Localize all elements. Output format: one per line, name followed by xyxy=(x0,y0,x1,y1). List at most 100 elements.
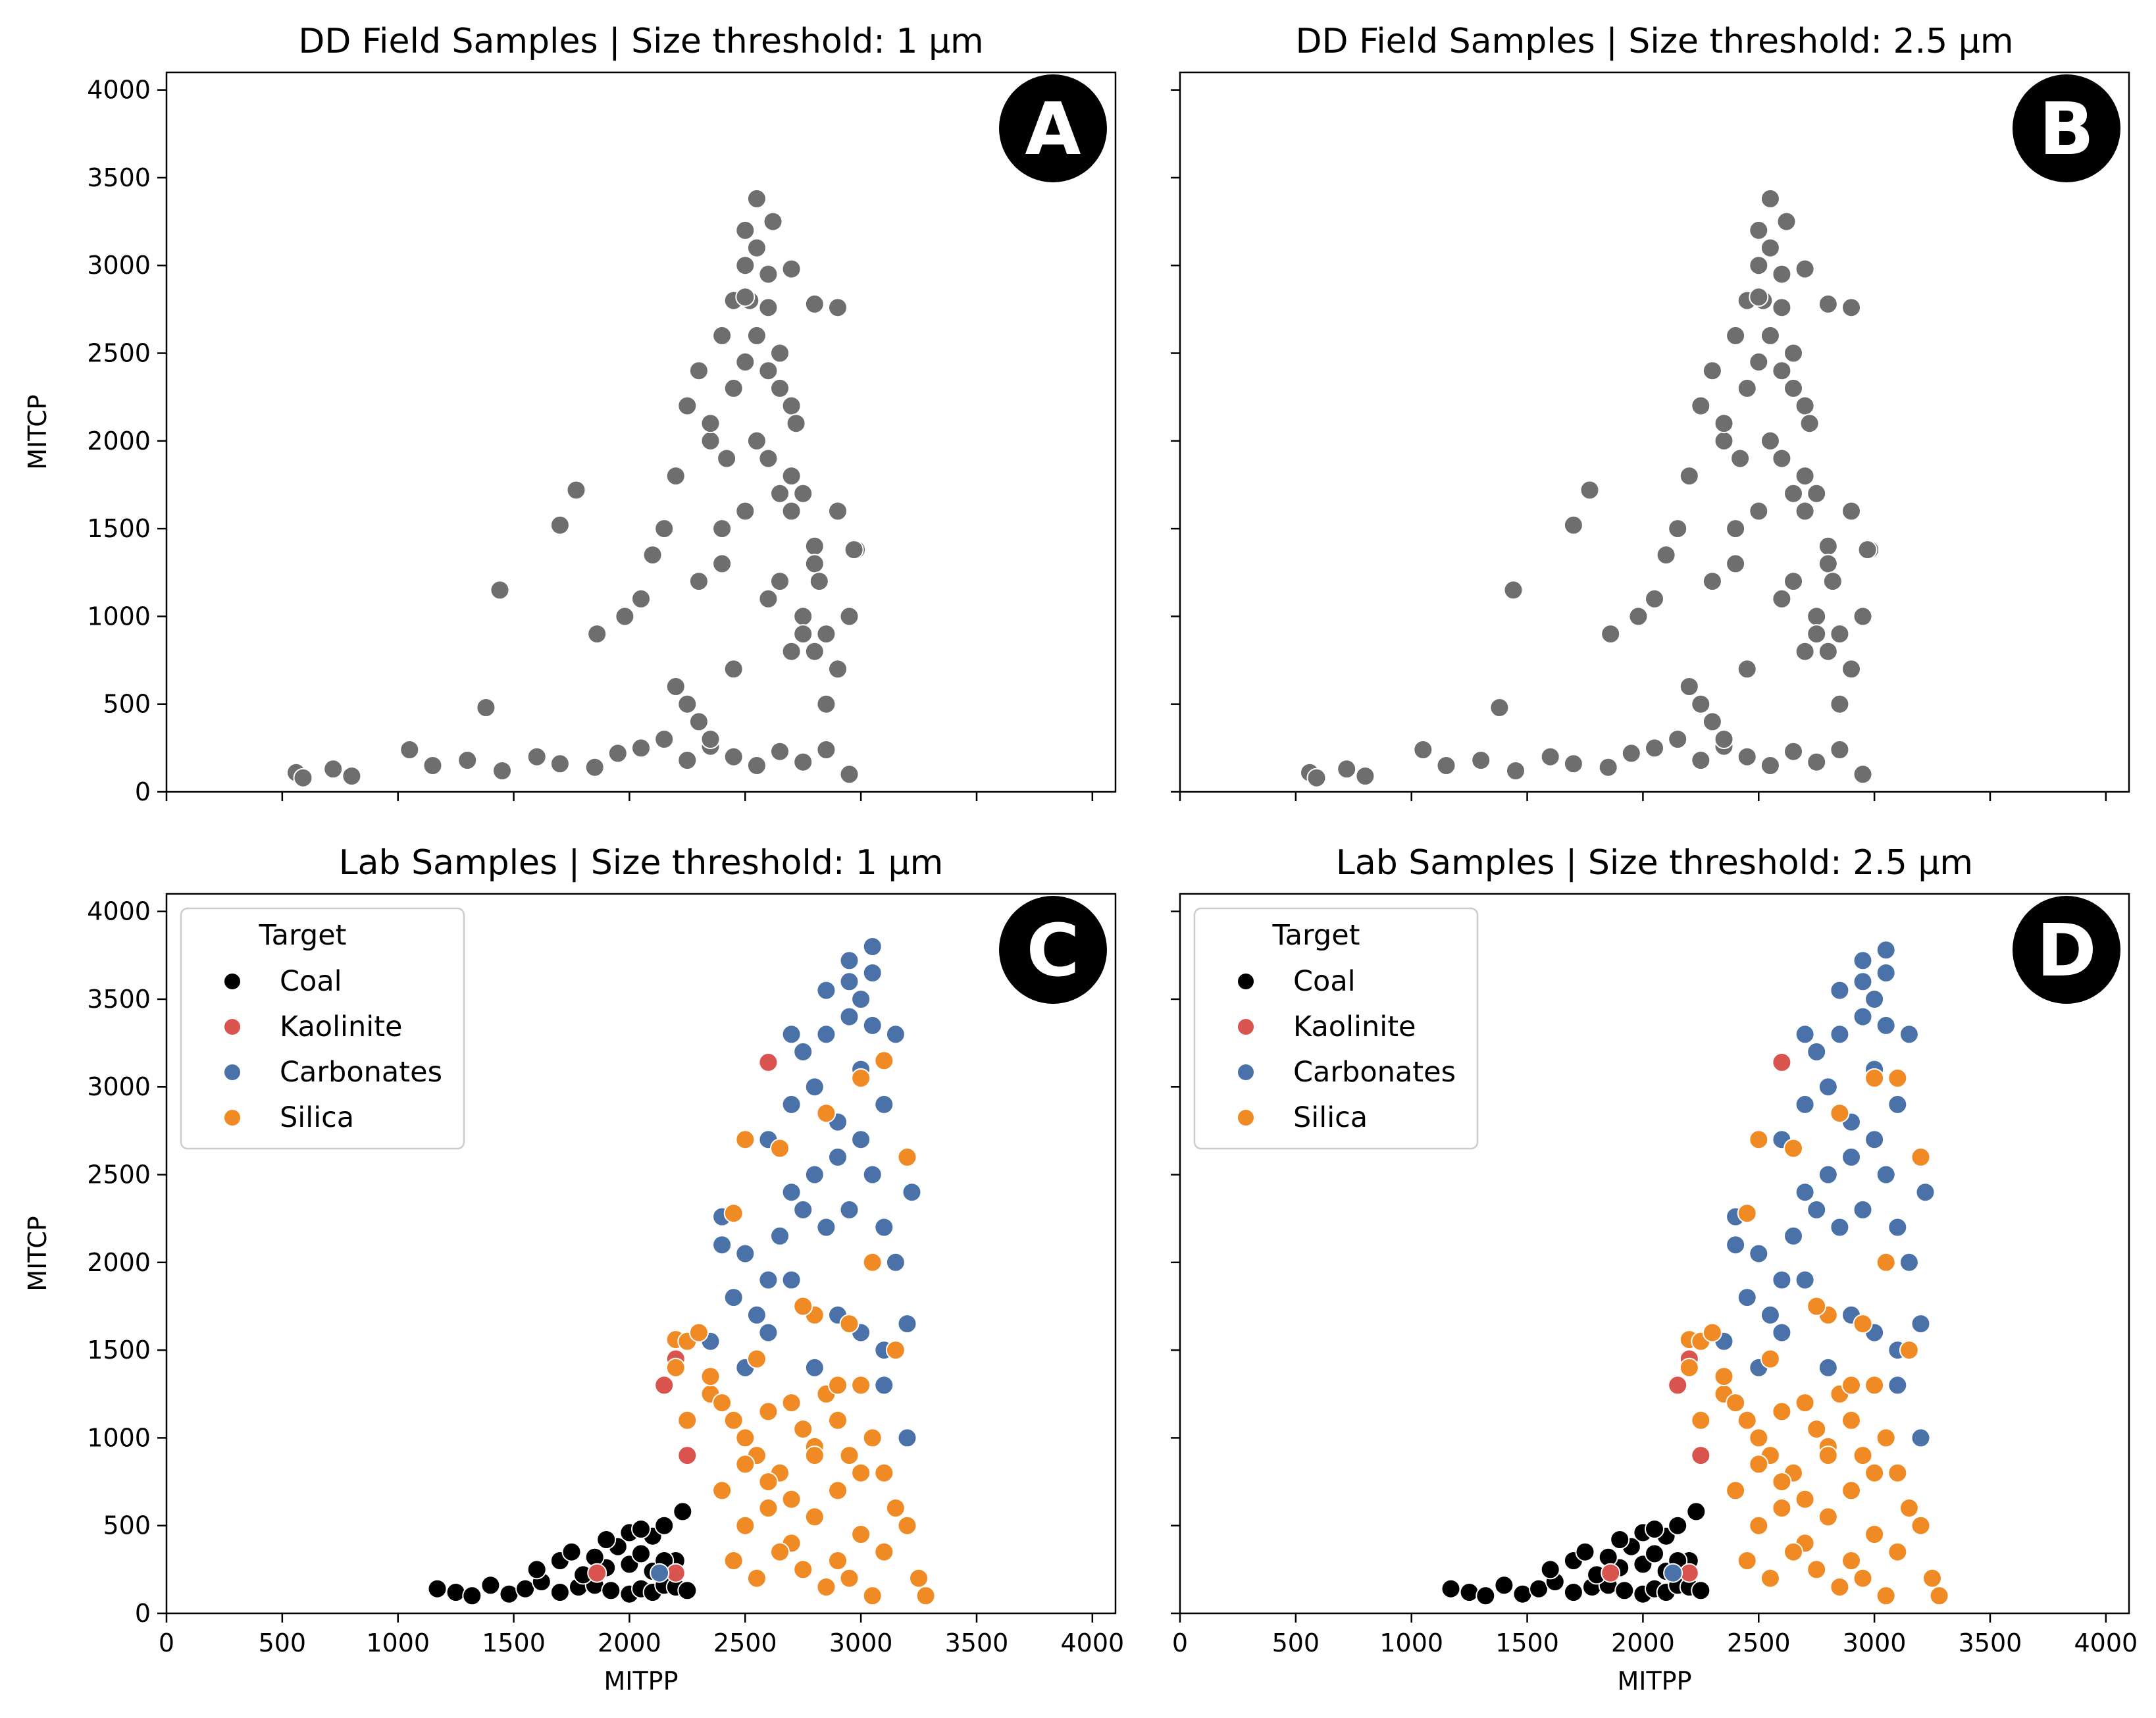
points xyxy=(1441,940,1949,1606)
point-field xyxy=(526,746,547,767)
point-field xyxy=(1691,750,1711,770)
point-field xyxy=(735,220,756,240)
point-coal xyxy=(654,1515,675,1536)
point-coal xyxy=(1645,1544,1664,1564)
point-field xyxy=(642,545,663,565)
point-carbonates xyxy=(781,1024,802,1045)
point-carbonates xyxy=(1795,1024,1815,1045)
y-tick-label: 3500 xyxy=(87,163,151,192)
point-coal xyxy=(1668,1515,1688,1536)
point-field xyxy=(1841,298,1861,318)
point-carbonates xyxy=(1818,1164,1838,1185)
point-silica xyxy=(1841,1480,1861,1501)
point-coal xyxy=(515,1578,536,1599)
legend-box xyxy=(180,907,465,1150)
point-silica xyxy=(1714,1367,1734,1387)
point-field xyxy=(1830,740,1850,760)
x-tick-label: 500 xyxy=(1272,1628,1320,1657)
point-silica xyxy=(851,1375,871,1395)
point-field xyxy=(804,536,825,556)
x-tick-label: 1500 xyxy=(482,1628,546,1657)
point-field xyxy=(677,694,698,714)
point-field xyxy=(550,515,570,535)
point-field xyxy=(723,378,744,398)
point-carbonates xyxy=(897,1428,917,1448)
x-tick-label: 1000 xyxy=(1379,1628,1443,1657)
point-field xyxy=(1760,430,1780,451)
point-silica xyxy=(758,1472,779,1492)
point-field xyxy=(816,624,836,644)
legend-title: Target xyxy=(1271,919,1360,952)
point-silica xyxy=(1864,1068,1885,1088)
point-coal xyxy=(596,1530,617,1549)
point-silica xyxy=(1749,1428,1769,1448)
point-silica xyxy=(851,1463,871,1483)
point-field xyxy=(677,750,698,770)
point-carbonates xyxy=(1807,1041,1827,1062)
point-silica xyxy=(862,1586,883,1606)
point-field xyxy=(1749,287,1769,307)
point-silica xyxy=(897,1147,917,1167)
point-carbonates xyxy=(816,1024,836,1045)
point-carbonates xyxy=(839,1006,860,1027)
point-field xyxy=(1621,743,1641,764)
point-field xyxy=(758,298,779,318)
point-coal xyxy=(1614,1580,1635,1601)
point-field xyxy=(1506,761,1526,781)
x-axis-label: MITPP xyxy=(603,1667,678,1696)
point-silica xyxy=(1841,1551,1861,1571)
point-field xyxy=(1784,483,1803,504)
point-coal xyxy=(526,1559,547,1580)
point-coal xyxy=(631,1519,651,1539)
legend: Target Coal Kaolinite Carbonates Silica xyxy=(180,907,465,1150)
point-field xyxy=(490,580,510,600)
point-silica xyxy=(1911,1147,1931,1167)
point-silica xyxy=(758,1498,779,1518)
point-field xyxy=(1760,325,1780,346)
point-field xyxy=(423,756,443,775)
point-silica xyxy=(851,1524,871,1544)
point-silica xyxy=(712,1480,732,1501)
point-field xyxy=(1737,378,1757,398)
point-field xyxy=(1784,571,1803,592)
y-tick-label: 1000 xyxy=(87,1423,151,1452)
panel-letter-badge xyxy=(2013,74,2120,182)
point-carbonates xyxy=(816,980,836,1001)
point-coal xyxy=(673,1501,693,1522)
point-silica xyxy=(1864,1524,1885,1544)
point-silica xyxy=(1841,1375,1861,1395)
point-silica xyxy=(1887,1463,1908,1483)
point-silica xyxy=(1795,1393,1815,1413)
point-silica xyxy=(1760,1349,1780,1369)
legend-box xyxy=(1193,907,1479,1150)
point-silica xyxy=(770,1138,790,1158)
point-field xyxy=(1818,536,1838,556)
point-field xyxy=(1830,694,1850,714)
point-field xyxy=(1337,759,1357,779)
x-tick-label: 2500 xyxy=(713,1628,777,1657)
point-carbonates xyxy=(862,963,883,983)
point-field xyxy=(1772,588,1792,609)
point-field xyxy=(1503,580,1524,600)
y-axis-label: MITCP xyxy=(23,1216,52,1291)
y-tick-label: 3500 xyxy=(87,985,151,1014)
point-silica xyxy=(758,1401,779,1422)
y-tick-label: 2500 xyxy=(87,339,151,368)
point-field xyxy=(1563,515,1583,535)
point-silica xyxy=(1853,1568,1873,1588)
point-carbonates xyxy=(735,1243,756,1264)
legend-marker-carbonates xyxy=(223,1063,242,1081)
point-carbonates xyxy=(1737,1288,1757,1308)
panel-letter-badge xyxy=(999,74,1107,182)
point-silica xyxy=(816,1103,836,1124)
point-field xyxy=(712,325,732,346)
point-field xyxy=(1691,694,1711,714)
point-carbonates xyxy=(781,1182,802,1203)
point-silica xyxy=(735,1130,756,1150)
point-field xyxy=(839,606,860,627)
point-field xyxy=(781,396,802,416)
point-field xyxy=(1795,466,1815,486)
point-silica xyxy=(804,1445,825,1466)
point-silica xyxy=(1876,1428,1896,1448)
